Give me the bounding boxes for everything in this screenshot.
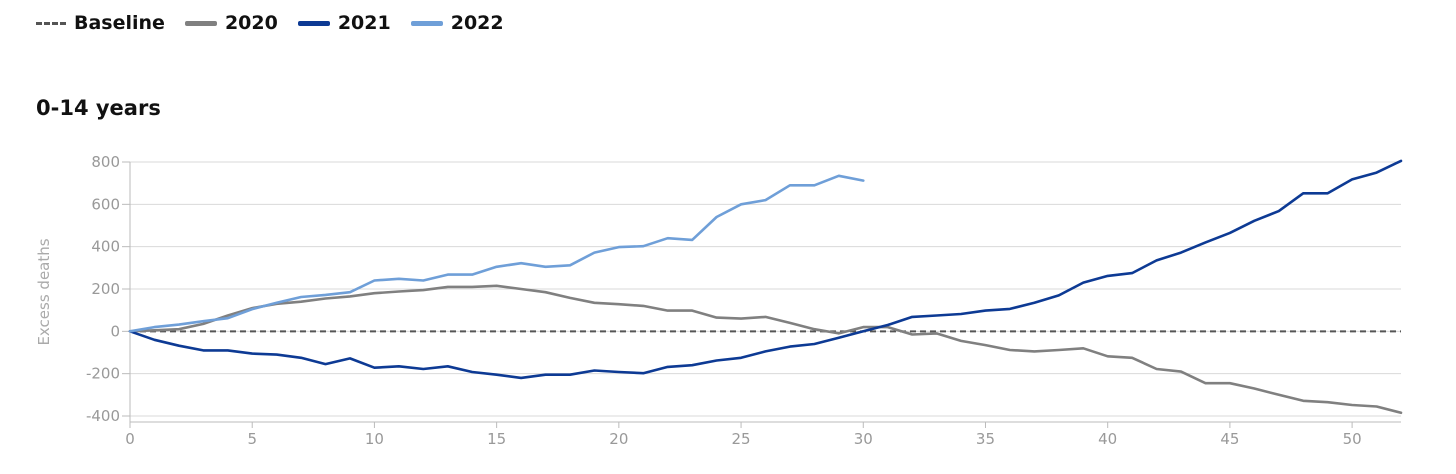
y-tick-label: -200 bbox=[86, 365, 120, 383]
legend-item-baseline[interactable]: Baseline bbox=[36, 12, 165, 34]
y-tick-label: -400 bbox=[86, 407, 120, 425]
legend-swatch-2020 bbox=[184, 20, 217, 26]
x-tick-label: 30 bbox=[854, 430, 873, 448]
y-axis-title: Excess deaths bbox=[35, 238, 53, 345]
x-tick-label: 35 bbox=[976, 430, 995, 448]
x-tick-label: 5 bbox=[247, 430, 257, 448]
x-tick-label: 45 bbox=[1220, 430, 1239, 448]
series-line-2021 bbox=[128, 159, 1403, 380]
legend-label-2022: 2022 bbox=[450, 12, 504, 34]
legend-label-baseline: Baseline bbox=[74, 12, 165, 34]
x-tick-label: 40 bbox=[1098, 430, 1117, 448]
legend: Baseline 2020 2021 2022 bbox=[36, 12, 524, 34]
y-tick-label: 200 bbox=[91, 280, 120, 298]
x-tick-label: 50 bbox=[1343, 430, 1362, 448]
x-tick-label: 0 bbox=[125, 430, 135, 448]
legend-swatch-baseline bbox=[36, 21, 66, 25]
legend-swatch-2022 bbox=[410, 20, 443, 26]
chart-title: 0-14 years bbox=[36, 96, 161, 120]
y-tick-label: 800 bbox=[91, 153, 120, 171]
series-line-2020 bbox=[128, 284, 1403, 415]
x-tick-label: 15 bbox=[487, 430, 506, 448]
y-tick-label: 400 bbox=[91, 238, 120, 256]
x-tick-label: 20 bbox=[609, 430, 628, 448]
legend-label-2020: 2020 bbox=[224, 12, 278, 34]
x-tick-label: 25 bbox=[732, 430, 751, 448]
legend-item-2022[interactable]: 2022 bbox=[410, 12, 504, 34]
y-tick-label: 0 bbox=[110, 322, 120, 340]
legend-label-2021: 2021 bbox=[337, 12, 391, 34]
legend-item-2020[interactable]: 2020 bbox=[184, 12, 278, 34]
legend-swatch-2021 bbox=[297, 20, 330, 26]
x-tick-label: 10 bbox=[365, 430, 384, 448]
series-line-2022 bbox=[128, 174, 865, 333]
y-tick-label: 600 bbox=[91, 195, 120, 213]
legend-item-2021[interactable]: 2021 bbox=[297, 12, 391, 34]
